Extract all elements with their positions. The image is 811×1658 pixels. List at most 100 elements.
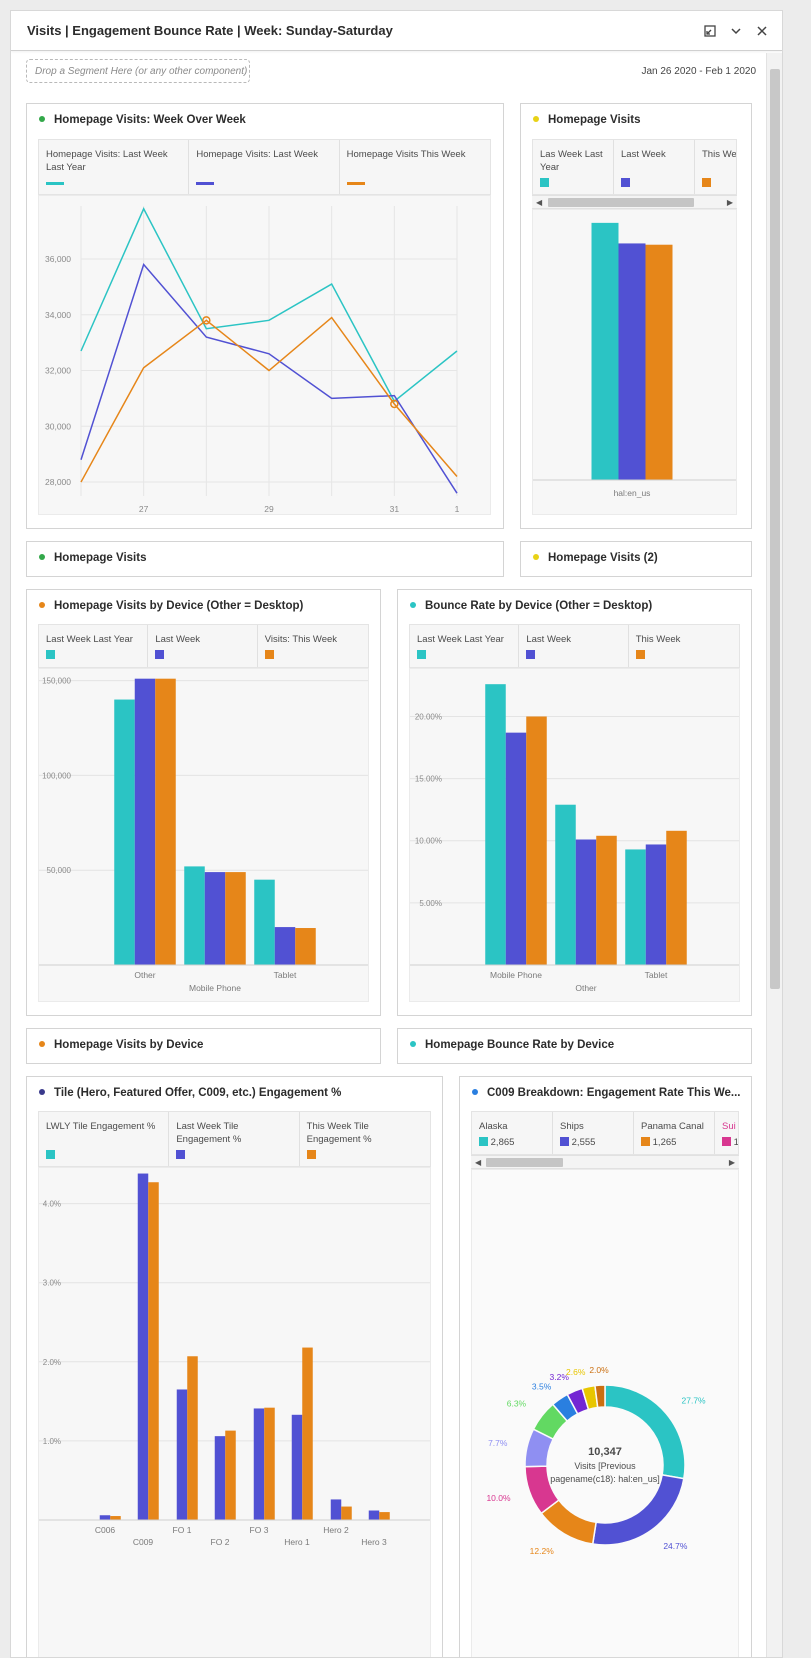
vertical-scrollbar-thumb[interactable]: [770, 69, 780, 989]
bar-chart-area: 20.00% 15.00% 10.00% 5.00% Mobile Phone Other…: [409, 668, 740, 1002]
window-titlebar: Visits | Engagement Bounce Rate | Week: …: [11, 11, 782, 51]
y-tick-label: 4.0%: [43, 1200, 61, 1209]
panel-homepage-visits-2-collapsed[interactable]: Homepage Visits (2): [520, 541, 752, 577]
segment-dropzone[interactable]: Drop a Segment Here (or any other compon…: [26, 59, 250, 83]
bar: [575, 839, 597, 965]
bar: [155, 678, 176, 965]
y-tick-label: 28,000: [45, 477, 71, 487]
donut-chart[interactable]: 27.7% 24.7% 12.2% 10.0% 7.7% 6.3% 3.5%3.2%2.6%…: [472, 1170, 738, 1658]
panel-title: Homepage Visits by Device: [39, 1039, 203, 1051]
legend-item[interactable]: Last Week Last Year: [410, 625, 520, 667]
x-tick-label: Hero 2: [323, 1525, 349, 1535]
x-tick-label: Mobile Phone: [189, 983, 241, 993]
panel-content: Drop a Segment Here (or any other compon…: [11, 53, 768, 1657]
scroll-right-icon[interactable]: ▶: [726, 198, 733, 207]
bar-chart[interactable]: 20.00% 15.00% 10.00% 5.00% Mobile Phone Other…: [410, 669, 739, 1001]
legend-swatch: [196, 182, 215, 185]
bar-chart[interactable]: 4.0% 3.0% 2.0% 1.0% C006 C009 FO 1 FO 2 FO 3 Hero…: [39, 1168, 430, 1658]
close-icon[interactable]: [750, 19, 774, 43]
legend-scrollbar[interactable]: ◀ ▶: [471, 1155, 739, 1169]
legend-scrollbar-thumb[interactable]: [548, 198, 694, 207]
legend-swatch: [417, 650, 426, 659]
bar: [148, 1182, 159, 1520]
panel-tile-engagement[interactable]: Tile (Hero, Featured Offer, C009, etc.) …: [26, 1076, 443, 1658]
legend-item[interactable]: LWLY Tile Engagement %: [39, 1112, 170, 1166]
bar: [264, 1407, 275, 1520]
panel-c009-breakdown[interactable]: C009 Breakdown: Engagement Rate This We.…: [459, 1076, 752, 1658]
panel-bounce-rate-device-collapsed[interactable]: Homepage Bounce Rate by Device: [397, 1028, 752, 1064]
legend-swatch: [264, 650, 274, 659]
bar: [254, 879, 275, 965]
fullscreen-icon[interactable]: [698, 19, 722, 43]
legend-item[interactable]: This Week: [629, 625, 739, 667]
collapse-chevron-icon[interactable]: [724, 19, 748, 43]
y-tick-label: 1.0%: [43, 1437, 61, 1446]
legend-item[interactable]: Homepage Visits This Week: [340, 140, 490, 194]
bar: [110, 1516, 121, 1520]
legend-item[interactable]: Ships 2,555: [553, 1112, 634, 1154]
x-tick-label: 1: [455, 504, 460, 514]
bar-chart[interactable]: hal:en_us: [533, 210, 736, 514]
legend-swatch: [46, 650, 55, 659]
scroll-left-icon[interactable]: ◀: [475, 1158, 482, 1167]
legend-item[interactable]: Visits: This Week: [258, 625, 368, 667]
donut-center-label-1: Visits [Previous: [574, 1461, 636, 1471]
x-tick-label: Mobile Phone: [490, 970, 542, 980]
x-tick-label: FO 1: [173, 1525, 192, 1535]
legend-item[interactable]: This Wee: [695, 140, 736, 194]
bar: [204, 872, 226, 965]
bar: [625, 849, 646, 965]
panel-visits-by-device-collapsed[interactable]: Homepage Visits by Device: [26, 1028, 381, 1064]
bar: [379, 1512, 390, 1520]
legend-swatch: [155, 650, 165, 659]
panel-homepage-visits[interactable]: Homepage Visits Las Week Last Year Last …: [520, 103, 752, 529]
vertical-scrollbar[interactable]: [766, 53, 782, 1657]
bar: [184, 866, 205, 965]
y-tick-label: 2.0%: [43, 1358, 61, 1367]
panel-title: Homepage Visits (2): [533, 552, 658, 564]
line-chart[interactable]: 36,00034,00032,00030,00028,00027Jan29311…: [39, 196, 490, 525]
panel-dot-icon: [410, 1041, 416, 1047]
donut-slice-label: 6.3%: [507, 1399, 527, 1409]
donut-slice: [591, 1474, 685, 1546]
y-tick-label: 30,000: [45, 421, 71, 431]
panel-dot-icon: [472, 1089, 478, 1095]
panel-visits-by-device[interactable]: Homepage Visits by Device (Other = Deskt…: [26, 589, 381, 1016]
legend-item[interactable]: Sui 1: [722, 1121, 739, 1148]
panel-dot-icon: [39, 116, 45, 122]
legend-item[interactable]: Las Week Last Year: [533, 140, 614, 194]
legend-swatch: [46, 182, 64, 185]
legend-item[interactable]: Last Week: [148, 625, 258, 667]
panel-dot-icon: [39, 1041, 45, 1047]
legend-swatch: [176, 1150, 186, 1159]
legend-item[interactable]: Panama Canal 1,265: [634, 1112, 715, 1154]
legend-scrollbar[interactable]: ◀ ▶: [532, 195, 737, 209]
legend-swatch: [641, 1137, 650, 1146]
x-tick-label: C006: [95, 1525, 116, 1535]
panel-week-over-week[interactable]: Homepage Visits: Week Over Week Homepage…: [26, 103, 504, 529]
legend-item[interactable]: Homepage Visits: Last Week: [189, 140, 340, 194]
panel-dot-icon: [533, 554, 539, 560]
chart-legend: Last Week Last Year Last Week Visits: Th…: [38, 624, 369, 668]
panel-bounce-rate-by-device[interactable]: Bounce Rate by Device (Other = Desktop) …: [397, 589, 752, 1016]
panel-homepage-visits-collapsed[interactable]: Homepage Visits: [26, 541, 504, 577]
legend-item[interactable]: Last Week Last Year: [39, 625, 149, 667]
y-tick-label: 5.00%: [419, 899, 442, 908]
bar: [302, 1347, 313, 1520]
legend-item[interactable]: Last Week: [614, 140, 695, 194]
chart-legend: Last Week Last Year Last Week This Week: [409, 624, 740, 668]
date-range[interactable]: Jan 26 2020 - Feb 1 2020: [641, 66, 756, 77]
legend-item[interactable]: Alaska 2,865: [472, 1112, 553, 1154]
scroll-left-icon[interactable]: ◀: [536, 198, 543, 207]
legend-item[interactable]: Last Week Tile Engagement %: [169, 1112, 300, 1166]
donut-slice-label: 12.2%: [530, 1546, 555, 1556]
y-tick-label: 36,000: [45, 254, 71, 264]
legend-item[interactable]: Last Week: [519, 625, 629, 667]
legend-item[interactable]: This Week Tile Engagement %: [300, 1112, 430, 1166]
legend-item[interactable]: Homepage Visits: Last Week Last Year: [39, 140, 190, 194]
bar-chart[interactable]: 150,000 100,000 50,000 Other Mobile Phone Tab…: [39, 669, 368, 1001]
legend-scrollbar-thumb[interactable]: [486, 1158, 563, 1167]
scroll-right-icon[interactable]: ▶: [728, 1158, 735, 1167]
bar: [253, 1408, 265, 1520]
y-tick-label: 50,000: [47, 866, 72, 875]
